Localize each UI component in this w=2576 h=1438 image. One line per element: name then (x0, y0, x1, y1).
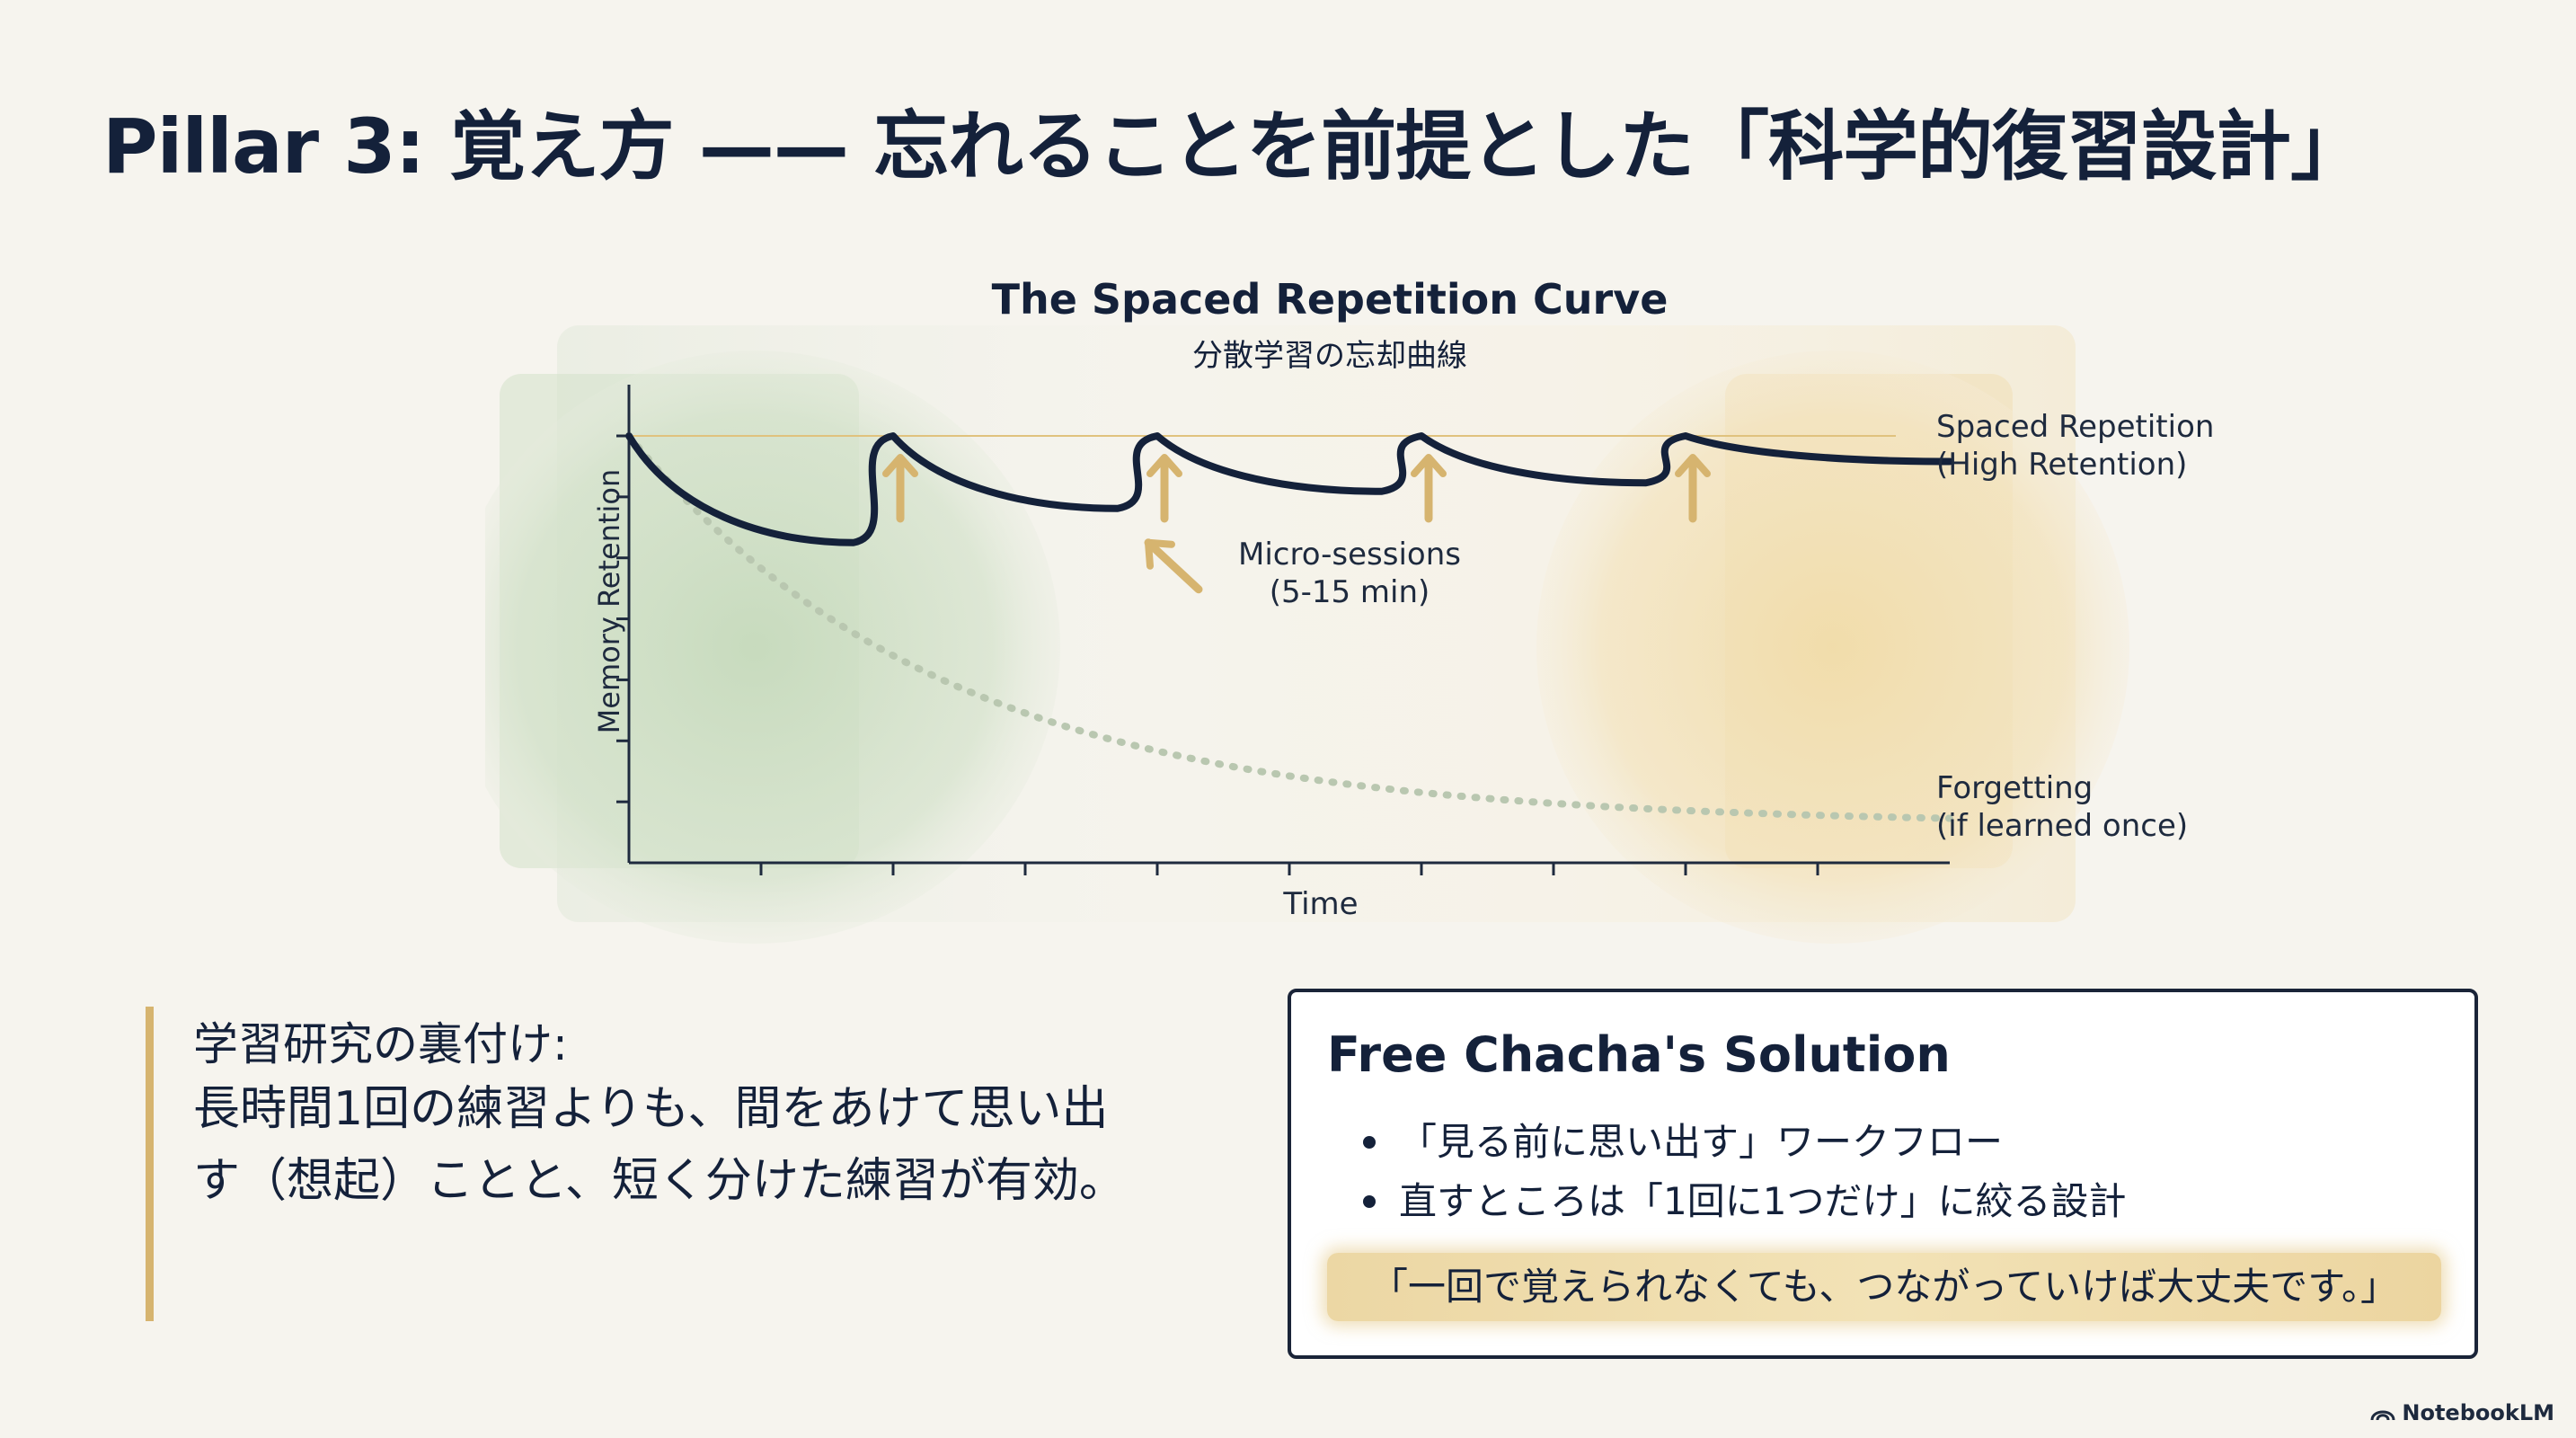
forgetting-legend-label: Forgetting (if learned once) (1936, 769, 2188, 845)
high-retention-label: (High Retention) (1936, 447, 2188, 483)
research-body: 長時間1回の練習よりも、間をあけて思い出す（想起）ことと、短く分けた練習が有効。 (193, 1082, 1126, 1208)
footer-brand: NotebookLM (2369, 1400, 2554, 1425)
micro-sessions-duration: (5-15 min) (1269, 574, 1430, 610)
research-heading: 学習研究の裏付け: (193, 1018, 568, 1070)
bullet-icon (1363, 1195, 1376, 1208)
notebooklm-logo-icon (2370, 1410, 2395, 1421)
solution-card: Free Chacha's Solution 「見る前に思い出す」ワークフロー … (1288, 989, 2478, 1359)
spaced-repetition-curve-series (625, 432, 1953, 546)
slide-title: Pillar 3: 覚え方 —— 忘れることを前提とした「科学的復習設計」 (102, 102, 2366, 191)
review-arrow-head (1675, 454, 1711, 477)
spaced-repetition-label: Spaced Repetition (1936, 409, 2215, 445)
forgetting-label: Forgetting (1936, 770, 2094, 806)
chart-title: The Spaced Repetition Curve (991, 275, 1669, 324)
solution-list: 「見る前に思い出す」ワークフロー 直すところは「1回に1つだけ」に絞る設計 (1363, 1113, 2126, 1231)
solution-item: 「見る前に思い出す」ワークフロー (1363, 1113, 2126, 1172)
x-axis-label: Time (1283, 886, 1359, 922)
spaced-repetition-chart: The Spaced Repetition Curve 分散学習の忘却曲線 Me… (485, 261, 2228, 944)
solution-title: Free Chacha's Solution (1327, 1026, 1951, 1083)
chart-subtitle: 分散学習の忘却曲線 (1192, 338, 1467, 374)
micro-session-pointer-arrow-head (1145, 538, 1175, 570)
spaced-repetition-legend-label: Spaced Repetition (High Retention) (1936, 408, 2214, 484)
research-callout: 学習研究の裏付け: 長時間1回の練習よりも、間をあけて思い出す（想起）ことと、短… (146, 1007, 1152, 1321)
solution-quote: 「一回で覚えられなくても、つながっていけば大丈夫です。」 (1327, 1253, 2441, 1321)
solution-item: 直すところは「1回に1つだけ」に絞る設計 (1363, 1172, 2126, 1231)
review-arrow-head (882, 454, 918, 477)
solution-item-text: 「見る前に思い出す」ワークフロー (1399, 1120, 2004, 1164)
bullet-icon (1363, 1136, 1376, 1149)
gold-glow-zone (1536, 351, 2129, 944)
micro-sessions-annotation: Micro-sessions (5-15 min) (1170, 536, 1529, 611)
review-arrow-head (1411, 454, 1447, 477)
learned-once-label: (if learned once) (1936, 808, 2189, 844)
brand-name: NotebookLM (2402, 1400, 2554, 1425)
y-axis-label: Memory Retention (592, 468, 626, 734)
solution-item-text: 直すところは「1回に1つだけ」に絞る設計 (1399, 1179, 2127, 1223)
forgetting-curve-series (625, 432, 1953, 822)
micro-sessions-label: Micro-sessions (1238, 537, 1461, 573)
micro-session-pointer-arrow (1144, 538, 1203, 594)
chart-canvas (485, 325, 2129, 944)
review-arrow-head (1146, 454, 1182, 477)
